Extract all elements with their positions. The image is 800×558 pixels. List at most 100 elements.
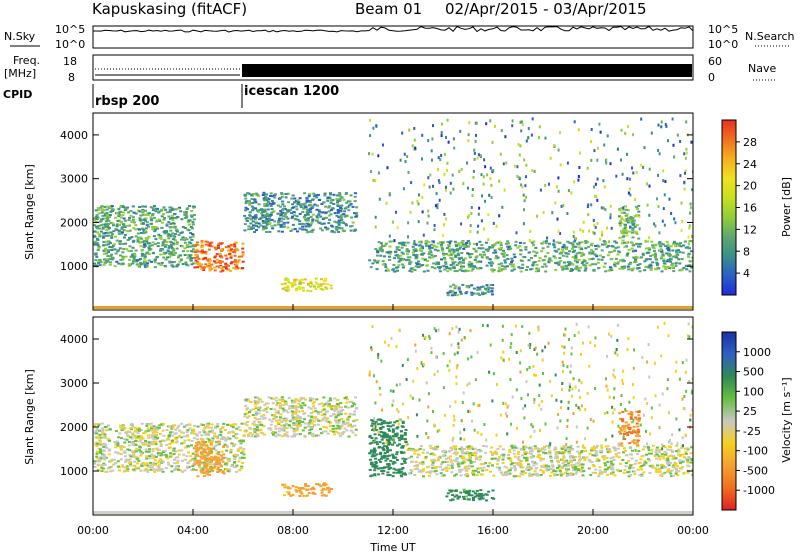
velocity-cell xyxy=(392,430,395,432)
power-cell xyxy=(315,288,318,290)
power-cell xyxy=(252,220,255,222)
power-cell xyxy=(408,270,411,272)
velocity-cell xyxy=(401,425,404,427)
power-scatter xyxy=(467,139,469,142)
power-cell xyxy=(352,206,355,208)
power-scatter xyxy=(427,176,429,179)
power-cell xyxy=(264,222,267,224)
power-cell xyxy=(671,267,674,269)
power-cell xyxy=(265,231,268,233)
power-cell xyxy=(622,240,625,242)
power-scatter xyxy=(379,198,381,201)
power-cell xyxy=(565,255,568,257)
power-scatter xyxy=(640,164,642,167)
power-cell xyxy=(281,212,284,214)
velocity-cell xyxy=(195,451,198,453)
power-cell xyxy=(330,199,333,201)
velocity-cell xyxy=(220,455,223,457)
nsky-label: N.Sky xyxy=(4,30,36,43)
power-scatter xyxy=(474,158,476,161)
power-cell xyxy=(307,220,310,222)
velocity-cell xyxy=(388,435,391,437)
power-scatter xyxy=(554,201,556,204)
velocity-cell xyxy=(216,425,219,427)
velocity-cell xyxy=(663,451,666,453)
velocity-cell xyxy=(202,441,205,443)
power-scatter xyxy=(669,198,671,201)
power-cell xyxy=(169,223,172,225)
velocity-cell xyxy=(131,442,134,444)
power-cell xyxy=(654,244,657,246)
power-scatter xyxy=(427,222,429,225)
power-cell xyxy=(544,255,547,257)
velocity-cell xyxy=(204,459,207,461)
power-cell xyxy=(461,270,464,272)
velocity-cell xyxy=(655,458,658,460)
power-cell xyxy=(515,241,518,243)
velocity-cell xyxy=(311,422,314,424)
power-cell xyxy=(171,217,174,219)
power-cell xyxy=(330,231,333,233)
power-cell xyxy=(660,243,663,245)
power-scatter xyxy=(594,232,596,235)
power-cell xyxy=(248,214,251,216)
velocity-cell xyxy=(380,423,383,425)
velocity-cell xyxy=(329,397,332,399)
velocity-cell xyxy=(132,456,135,458)
power-scatter xyxy=(472,188,474,191)
power-cell xyxy=(210,245,213,247)
velocity-cell xyxy=(158,424,161,426)
power-cell xyxy=(216,265,219,267)
power-cell xyxy=(139,217,142,219)
velocity-cell xyxy=(235,471,238,473)
power-cell xyxy=(114,265,117,267)
power-cell xyxy=(339,210,342,212)
power-cell xyxy=(473,288,476,290)
power-cell xyxy=(280,220,283,222)
power-cell xyxy=(554,257,557,259)
velocity-cell xyxy=(624,469,627,471)
power-scatter xyxy=(528,127,530,130)
velocity-cell xyxy=(377,419,380,421)
velocity-cell xyxy=(183,435,186,437)
power-cell xyxy=(649,258,652,260)
power-cell xyxy=(292,195,295,197)
power-cell xyxy=(540,243,543,245)
power-scatter xyxy=(544,184,546,187)
power-cell xyxy=(144,210,147,212)
power-scatter xyxy=(593,186,595,189)
velocity-cell xyxy=(215,449,218,451)
power-cell xyxy=(601,249,604,251)
power-cell xyxy=(265,199,268,201)
velocity-cell xyxy=(177,469,180,471)
power-cell xyxy=(281,231,284,233)
power-cell xyxy=(402,253,405,255)
power-cell xyxy=(622,260,625,262)
velocity-cell xyxy=(294,405,297,407)
power-cell xyxy=(115,261,118,263)
power-scatter xyxy=(522,123,524,126)
power-cell xyxy=(159,254,162,256)
velocity-cell xyxy=(257,409,260,411)
velocity-cell xyxy=(496,463,499,465)
power-cell xyxy=(153,205,156,207)
power-cell xyxy=(291,285,294,287)
power-scatter xyxy=(626,242,628,245)
velocity-cell xyxy=(258,413,261,415)
power-scatter xyxy=(437,168,439,171)
velocity-cell xyxy=(176,456,179,458)
velocity-cell xyxy=(400,452,403,454)
velocity-cell xyxy=(337,422,340,424)
velocity-cell xyxy=(351,405,354,407)
velocity-cell xyxy=(144,431,147,433)
power-cell xyxy=(443,259,446,261)
power-scatter xyxy=(453,147,455,150)
power-cell xyxy=(639,243,642,245)
velocity-cell xyxy=(200,454,203,456)
power-scatter xyxy=(412,144,414,147)
power-cell xyxy=(338,192,341,194)
power-cell xyxy=(219,266,222,268)
power-scatter xyxy=(550,157,552,160)
power-cell xyxy=(644,266,647,268)
power-cell xyxy=(144,214,147,216)
